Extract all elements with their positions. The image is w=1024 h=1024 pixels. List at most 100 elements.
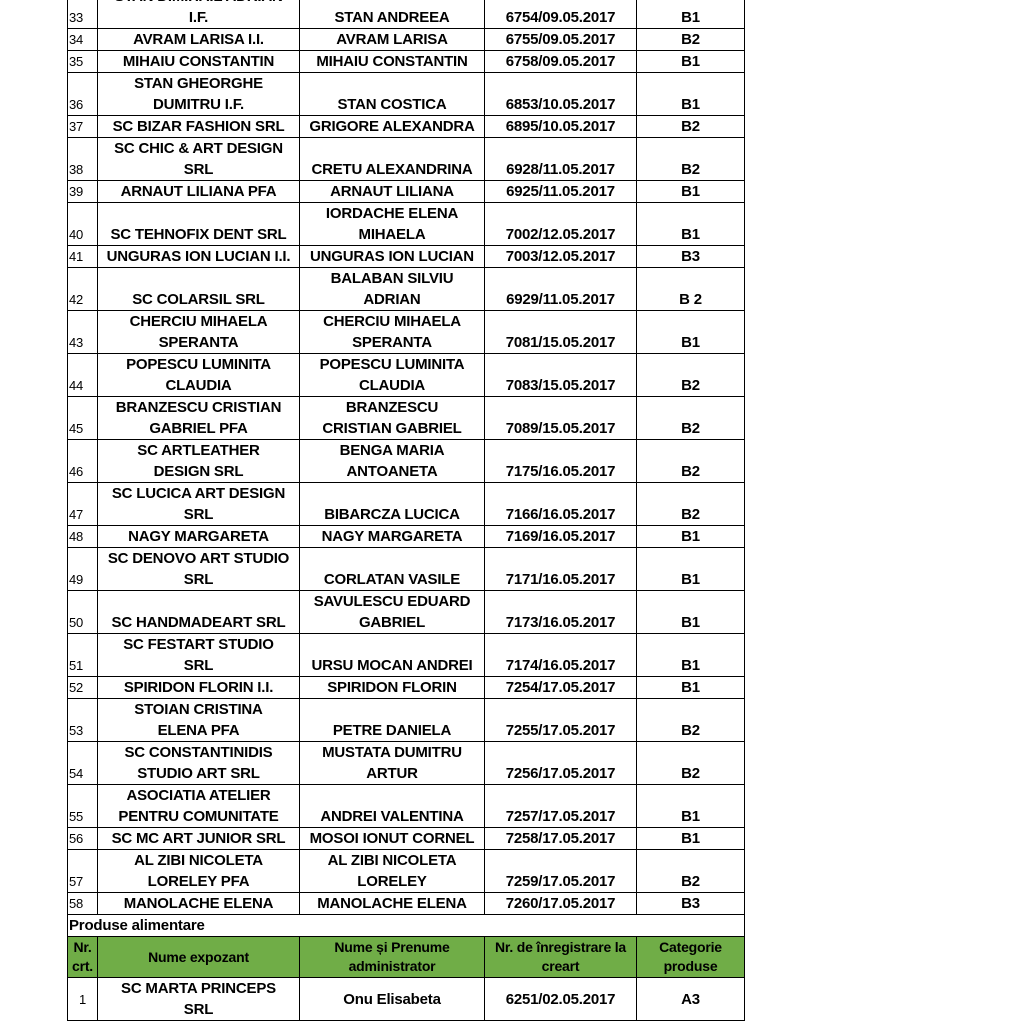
table-row: 42 SC COLARSIL SRL BALABAN SILVIU ADRIAN 69… (67, 267, 745, 311)
cell-categorie: B2 (636, 28, 745, 51)
cell-inregistrare: 7259/17.05.2017 (484, 849, 637, 893)
cell-nr: 41 (67, 245, 98, 268)
cell-inregistrare: 7083/15.05.2017 (484, 353, 637, 397)
table-row: 34 AVRAM LARISA I.I. AVRAM LARISA 6755/09.0… (67, 28, 745, 51)
cell-expozant: SC BIZAR FASHION SRL (97, 115, 300, 138)
cell-inregistrare: 6928/11.05.2017 (484, 137, 637, 181)
cell-inregistrare: 7002/12.05.2017 (484, 202, 637, 246)
cell-expozant: SC ARTLEATHER DESIGN SRL (97, 439, 300, 483)
cell-categorie: B2 (636, 396, 745, 440)
table-row: 47 SC LUCICA ART DESIGN SRL BIBARCZA LUCIC… (67, 482, 745, 526)
cell-categorie: B1 (636, 827, 745, 850)
cell-expozant: MANOLACHE ELENA (97, 892, 300, 915)
cell-administrator: SPIRIDON FLORIN (299, 676, 485, 699)
cell-nr: 47 (67, 482, 98, 526)
cell-nr: 39 (67, 180, 98, 203)
cell-nr: 54 (67, 741, 98, 785)
cell-inregistrare: 6755/09.05.2017 (484, 28, 637, 51)
cell-inregistrare: 7254/17.05.2017 (484, 676, 637, 699)
cell-expozant: UNGURAS ION LUCIAN I.I. (97, 245, 300, 268)
cell-administrator: BIBARCZA LUCICA (299, 482, 485, 526)
cell-inregistrare: 7256/17.05.2017 (484, 741, 637, 785)
cell-nr: 52 (67, 676, 98, 699)
table-row: 48 NAGY MARGARETA NAGY MARGARETA 7169/16.05… (67, 525, 745, 548)
cell-categorie: B1 (636, 72, 745, 116)
cell-categorie: B1 (636, 633, 745, 677)
cell-expozant: ASOCIATIA ATELIER PENTRU COMUNITATE (97, 784, 300, 828)
table-row: 57 AL ZIBI NICOLETA LORELEY PFA AL ZIBI NI… (67, 849, 745, 893)
column-header: Nume și Prenume administrator (299, 936, 485, 978)
cell-nr: 53 (67, 698, 98, 742)
cell-categorie: B1 (636, 310, 745, 354)
cell-inregistrare: 7171/16.05.2017 (484, 547, 637, 591)
cell-administrator: MOSOI IONUT CORNEL (299, 827, 485, 850)
cell-nr: 46 (67, 439, 98, 483)
cell-categorie: B2 (636, 698, 745, 742)
table-row: 53 STOIAN CRISTINA ELENA PFA PETRE DANIELA… (67, 698, 745, 742)
table-row: 1 SC MARTA PRINCEPS SRL Onu Elisabeta 6251/… (67, 977, 745, 1021)
cell-administrator: URSU MOCAN ANDREI (299, 633, 485, 677)
cell-categorie: B2 (636, 482, 745, 526)
cell-categorie: B1 (636, 525, 745, 548)
cell-nr: 42 (67, 267, 98, 311)
cell-administrator: BRANZESCU CRISTIAN GABRIEL (299, 396, 485, 440)
cell-nr: 40 (67, 202, 98, 246)
table-row: 40 SC TEHNOFIX DENT SRL IORDACHE ELENA MIH… (67, 202, 745, 246)
cell-categorie: B2 (636, 849, 745, 893)
cell-administrator: NAGY MARGARETA (299, 525, 485, 548)
cell-expozant: NAGY MARGARETA (97, 525, 300, 548)
cell-administrator: MIHAIU CONSTANTIN (299, 50, 485, 73)
cell-nr: 55 (67, 784, 98, 828)
cell-categorie: B 2 (636, 267, 745, 311)
cell-categorie: B2 (636, 741, 745, 785)
cell-inregistrare: 7081/15.05.2017 (484, 310, 637, 354)
cell-categorie: B1 (636, 784, 745, 828)
cell-categorie: B1 (636, 0, 745, 29)
cell-administrator: AVRAM LARISA (299, 28, 485, 51)
cell-nr: 45 (67, 396, 98, 440)
cell-administrator: STAN COSTICA (299, 72, 485, 116)
document-page: 33STAN D.MIHAIL ADRIAN I.F.STAN ANDREEA6… (67, 0, 745, 1021)
cell-administrator: UNGURAS ION LUCIAN (299, 245, 485, 268)
cell-administrator: MANOLACHE ELENA (299, 892, 485, 915)
cell-nr: 48 (67, 525, 98, 548)
cell-administrator: GRIGORE ALEXANDRA (299, 115, 485, 138)
cell-expozant: SC MC ART JUNIOR SRL (97, 827, 300, 850)
cell-nr: 50 (67, 590, 98, 634)
table-row: 56 SC MC ART JUNIOR SRL MOSOI IONUT CORNEL… (67, 827, 745, 850)
cell-expozant: STAN GHEORGHE DUMITRU I.F. (97, 72, 300, 116)
cell-administrator: CHERCIU MIHAELA SPERANTA (299, 310, 485, 354)
cell-nr: 51 (67, 633, 98, 677)
cell-inregistrare: 6929/11.05.2017 (484, 267, 637, 311)
table-row: 46 SC ARTLEATHER DESIGN SRL BENGA MARIA AN… (67, 439, 745, 483)
cell-categorie: B1 (636, 590, 745, 634)
cell-administrator: PETRE DANIELA (299, 698, 485, 742)
cell-expozant: ARNAUT LILIANA PFA (97, 180, 300, 203)
table-row: 58 MANOLACHE ELENA MANOLACHE ELENA 7260/17.… (67, 892, 745, 915)
cell-inregistrare: 7260/17.05.2017 (484, 892, 637, 915)
cell-inregistrare: 7166/16.05.2017 (484, 482, 637, 526)
table-row: 33STAN D.MIHAIL ADRIAN I.F.STAN ANDREEA6… (67, 0, 745, 29)
header-row: Nr. crt. Nume expozant Nume și Prenume adm… (67, 936, 745, 978)
cell-categorie: B2 (636, 353, 745, 397)
cell-expozant: AVRAM LARISA I.I. (97, 28, 300, 51)
cell-inregistrare: 7169/16.05.2017 (484, 525, 637, 548)
cell-administrator: CRETU ALEXANDRINA (299, 137, 485, 181)
cell-expozant: AL ZIBI NICOLETA LORELEY PFA (97, 849, 300, 893)
cell-categorie: B2 (636, 137, 745, 181)
column-header: Nr. crt. (67, 936, 98, 978)
cell-nr: 44 (67, 353, 98, 397)
cell-inregistrare: 6925/11.05.2017 (484, 180, 637, 203)
exhibitors-table: 33STAN D.MIHAIL ADRIAN I.F.STAN ANDREEA6… (67, 0, 745, 1021)
cell-expozant: SC LUCICA ART DESIGN SRL (97, 482, 300, 526)
cell-categorie: B1 (636, 676, 745, 699)
column-header: Categorie produse (636, 936, 745, 978)
cell-nr: 37 (67, 115, 98, 138)
cell-categorie: B3 (636, 245, 745, 268)
cell-administrator: MUSTATA DUMITRU ARTUR (299, 741, 485, 785)
section-title: Produse alimentare (67, 914, 745, 937)
cell-expozant: SC HANDMADEART SRL (97, 590, 300, 634)
cell-nr: 38 (67, 137, 98, 181)
cell-inregistrare: 7003/12.05.2017 (484, 245, 637, 268)
table-row: 35 MIHAIU CONSTANTIN MIHAIU CONSTANTIN 6758… (67, 50, 745, 73)
